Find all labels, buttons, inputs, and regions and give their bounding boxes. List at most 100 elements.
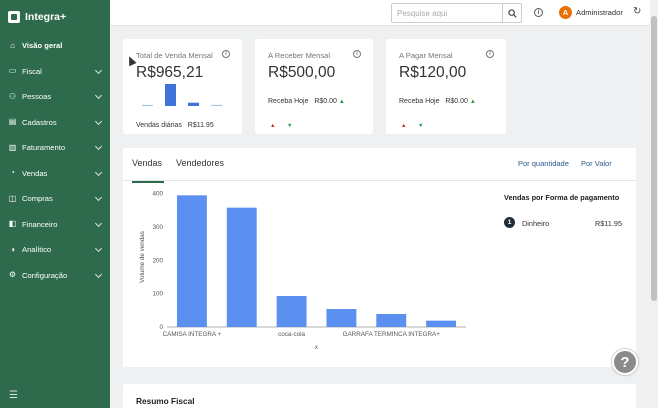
cart-icon: ◫ <box>8 193 17 203</box>
payment-title: Vendas por Forma de pagamento <box>504 193 620 202</box>
sidebar-item-label: Cadastros <box>22 117 57 127</box>
chevron-down-icon <box>94 142 103 151</box>
chevron-down-icon <box>94 168 103 176</box>
tab-vendas[interactable]: Vendas <box>132 158 163 168</box>
daily-sales-label: Vendas diárias <box>136 122 182 129</box>
sales-panel: Vendas Vendedores Por quantidade Por Val… <box>123 148 636 367</box>
sidebar-item-home[interactable]: ⌂ Visão geral <box>0 33 110 59</box>
sidebar-item-label: Compras <box>22 194 53 204</box>
option-por-valor[interactable]: Por Valor <box>581 159 612 168</box>
analytics-icon: ◑ <box>10 244 15 254</box>
sidebar-item-doc[interactable]: ▤ Cadastros <box>0 110 110 136</box>
receba-hoje-value: R$0.00 <box>445 98 468 105</box>
chart-bar <box>226 207 257 327</box>
folder-icon: ▭ <box>8 66 17 76</box>
logo-icon <box>8 11 20 23</box>
sidebar-item-people[interactable]: ⚇ Pessoas <box>0 84 110 110</box>
tab-vendedores[interactable]: Vendedores <box>176 158 225 168</box>
card-a-receber: A Receber Mensal i R$500,00 Receba Hoje … <box>255 39 373 134</box>
sidebar-item-folder[interactable]: ▭ Fiscal <box>0 59 110 85</box>
option-por-quantidade[interactable]: Por quantidade <box>518 159 569 168</box>
sidebar-item-label: Faturamento <box>22 143 66 153</box>
tab-divider <box>123 180 636 181</box>
sidebar-item-wallet[interactable]: ◧ Financeiro <box>0 212 110 238</box>
payment-row: 1 Dinheiro R$11.95 <box>504 217 622 229</box>
payment-value: R$11.95 <box>594 219 622 228</box>
y-tick-label: 200 <box>152 257 163 264</box>
chart-bar <box>326 309 357 327</box>
menu-toggle-icon[interactable]: ☰ <box>9 390 18 401</box>
x-tick-label: CAMISA INTEGRA + <box>163 331 222 338</box>
brand[interactable]: Integra+ <box>8 9 66 25</box>
daily-sales-value: R$11.95 <box>187 122 214 129</box>
y-tick-label: 100 <box>152 291 163 298</box>
arrow-up-icon: ▲ <box>338 99 345 105</box>
chevron-down-icon <box>94 117 103 125</box>
x-tick-label: GARRAFA TERMINCA INTEGRA+ <box>343 331 441 338</box>
y-axis-label: Volume de vendas <box>139 231 146 283</box>
chevron-down-icon <box>94 270 103 278</box>
topbar: i A Administrador ↻ <box>110 0 650 26</box>
mini-bar <box>165 84 176 106</box>
sidebar-item-invoice[interactable]: ▥ Faturamento <box>0 135 110 161</box>
card-a-pagar: A Pagar Mensal i R$120,00 Receba Hoje R$… <box>386 39 506 134</box>
sidebar-item-gear[interactable]: ⚙ Configuração <box>0 263 110 289</box>
chart-bar <box>276 296 307 327</box>
avatar[interactable]: A <box>559 6 572 19</box>
wallet-icon: ◧ <box>8 219 17 229</box>
x-axis-label: x <box>315 344 319 351</box>
scrollbar-thumb[interactable] <box>651 16 657 301</box>
chevron-down-icon <box>94 66 103 74</box>
sidebar-item-label: Vendas <box>22 168 48 178</box>
card-value: R$120,00 <box>399 64 467 81</box>
receba-hoje: Receba Hoje R$0.00 ▲ <box>268 98 345 105</box>
scrollbar[interactable] <box>650 0 658 408</box>
sales-bar-chart: 0 100 200 300 400 CAMISA INTEGRA + coca-cola GA… <box>139 191 466 351</box>
card-title: Total de Venda Mensal <box>136 51 213 60</box>
sidebar-item-label: Financeiro <box>22 219 58 229</box>
card-value: R$965,21 <box>136 64 204 81</box>
sidebar-item-sales[interactable]: ◔ Vendas <box>0 161 110 187</box>
gear-icon: ⚙ <box>8 270 17 280</box>
mini-bar <box>142 104 153 106</box>
user-name[interactable]: Administrador <box>576 8 623 17</box>
search-input[interactable] <box>392 4 502 22</box>
brand-name: Integra+ <box>25 11 67 23</box>
arrow-up-red-icon: ▲ <box>270 123 276 129</box>
help-button[interactable]: ? <box>612 349 638 375</box>
info-icon[interactable]: i <box>486 50 494 58</box>
card-value: R$500,00 <box>268 64 336 81</box>
card-title: A Receber Mensal <box>268 51 331 60</box>
info-icon[interactable]: i <box>353 50 361 58</box>
receba-hoje-label: Receba Hoje <box>268 98 309 105</box>
sidebar-nav: ⌂ Visão geral ▭ Fiscal ⚇ Pessoas ▤ Cadastros ▥ Fa… <box>0 33 110 288</box>
sidebar-item-label: Configuração <box>22 270 68 280</box>
payment-rank-badge: 1 <box>504 217 515 228</box>
payment-name: Dinheiro <box>522 219 550 228</box>
chevron-down-icon <box>94 91 103 100</box>
sidebar-item-analytics[interactable]: ◑ Analítico <box>0 237 110 263</box>
resumo-fiscal-title: Resumo Fiscal <box>136 396 195 406</box>
doc-icon: ▤ <box>8 117 17 127</box>
mini-bar <box>188 102 199 106</box>
refresh-icon[interactable]: ↻ <box>633 6 642 17</box>
info-icon[interactable]: i <box>222 50 230 58</box>
arrow-down-green-icon: ▼ <box>287 123 293 129</box>
card-title: A Pagar Mensal <box>399 51 453 60</box>
receba-hoje: Receba Hoje R$0.00 ▲ <box>399 98 476 105</box>
y-tick-label: 300 <box>152 224 163 231</box>
chart-bar <box>176 195 207 327</box>
search-icon <box>507 8 517 18</box>
chevron-down-icon <box>94 219 103 227</box>
sidebar-item-cart[interactable]: ◫ Compras <box>0 186 110 212</box>
arrow-down-green-icon: ▼ <box>418 123 424 129</box>
arrow-up-icon: ▲ <box>469 99 476 105</box>
search-button[interactable] <box>502 4 521 22</box>
chevron-down-icon <box>94 193 103 202</box>
home-icon: ⌂ <box>10 40 15 50</box>
daily-sales: Vendas diárias R$11.95 <box>136 122 214 129</box>
info-icon[interactable]: i <box>534 8 543 17</box>
x-tick-label: coca-cola <box>278 331 305 338</box>
search-box <box>391 3 522 23</box>
mini-bar <box>211 104 222 106</box>
